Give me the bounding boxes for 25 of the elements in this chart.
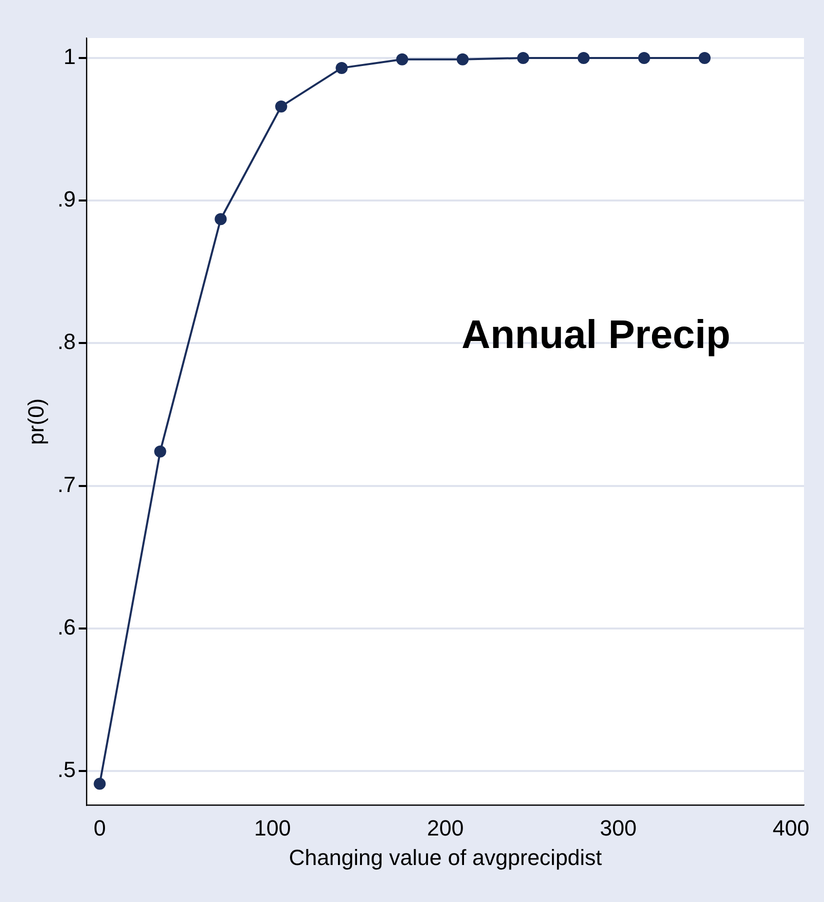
y-axis-title: pr(0) [23,398,48,445]
x-tick-label: 100 [254,815,291,840]
y-tick-label: .8 [57,329,76,354]
point [396,53,408,66]
point [578,52,590,64]
point [698,52,711,64]
point [94,778,106,790]
point [638,52,650,64]
x-axis-title: Changing value of avgprecipdist [288,844,602,870]
x-tick-label: 300 [600,815,637,840]
point [154,446,166,458]
x-tick-label: 200 [427,815,464,840]
y-tick-label: 1 [64,44,76,70]
y-tick-label: .5 [57,757,76,782]
point [517,52,530,64]
annotation: Annual Precip [462,313,730,358]
y-tick-label: .7 [57,472,76,497]
x-tick-label: 0 [94,815,106,840]
y-tick-label: .9 [57,186,76,212]
point [456,53,469,66]
point [336,62,348,74]
point [275,100,288,112]
x-tick-label: 400 [772,815,810,840]
y-tick-label: .6 [57,614,76,640]
point [214,213,227,226]
